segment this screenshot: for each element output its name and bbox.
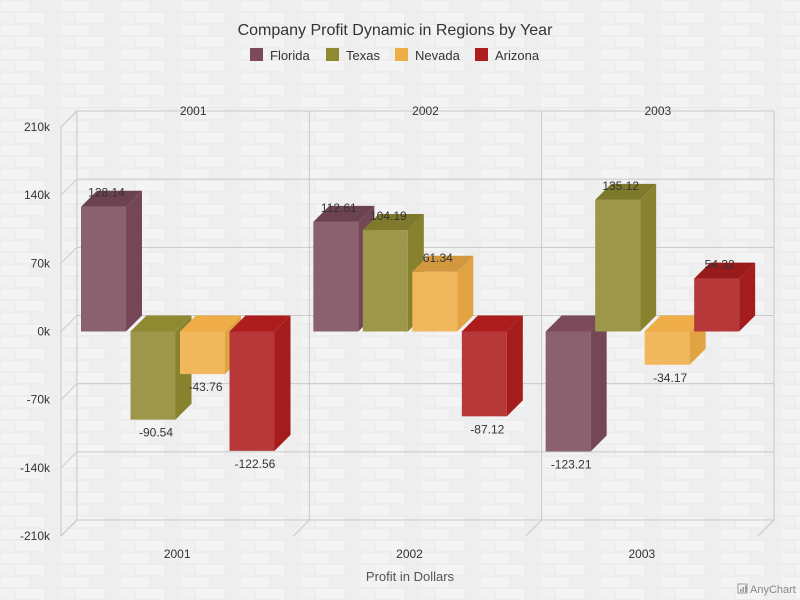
data-label: 104.19 [370,209,407,223]
x-tick-label: 2001 [164,547,191,561]
y-grid-side [60,178,78,196]
bar-front-face [545,331,591,452]
bar-front-face [362,230,408,332]
credit-text: AnyChart [750,584,796,596]
legend-item-texas[interactable]: Texas [326,48,380,63]
y-grid-side [60,519,78,537]
data-label: 135.12 [602,179,639,193]
bar-side-face [126,190,142,332]
bar-side-face [457,255,474,332]
bar-top-face [694,262,756,279]
bar-side-face [506,315,523,417]
data-label: -87.12 [470,422,504,436]
legend: Florida Texas Nevada Arizona [250,48,540,63]
y-grid-side [60,451,78,469]
data-label: -34.17 [653,371,687,385]
category-divider-floor [292,519,310,537]
legend-item-nevada[interactable]: Nevada [395,48,461,63]
data-labels: 128.14 -90.54 -43.76 -122.56 112.61 104.19 61.… [88,179,735,472]
legend-swatch [250,48,263,61]
category-divider-floor [525,519,543,537]
chart-title: Company Profit Dynamic in Regions by Yea… [238,22,553,39]
bar-top-face [313,205,375,222]
bar-front-face [595,199,641,332]
bar-front-face [644,331,690,365]
bar-side-face [640,183,657,332]
bar-front-face [694,278,740,332]
legend-item-arizona[interactable]: Arizona [475,48,540,63]
x-tick-label: 2003 [628,547,655,561]
y-tick-label: 0k [37,325,51,339]
bar-front-face [130,331,176,420]
data-label: -90.54 [139,426,173,440]
bar-top-face [644,315,706,332]
anychart-logo-icon [737,583,748,594]
bar-front-face [229,331,275,451]
bar-arizona-2001[interactable] [229,315,291,451]
bar-nevada-2002[interactable] [412,255,474,332]
legend-label: Nevada [415,48,461,63]
bar-front-face [81,206,126,332]
data-label: 128.14 [88,186,125,200]
credit[interactable]: AnyChart [737,583,796,596]
legend-item-florida[interactable]: Florida [250,48,311,63]
bar-arizona-2003[interactable] [694,262,756,332]
y-tick-label: -210k [20,529,51,543]
legend-swatch [395,48,408,61]
bar-arizona-2002[interactable] [461,315,523,417]
bar-florida-2001[interactable] [81,190,142,332]
legend-swatch [475,48,488,61]
data-label: 61.34 [423,251,453,265]
bar-front-face [412,271,458,332]
y-tick-label: 70k [31,256,51,270]
bar-top-face [412,255,474,272]
bar-side-face [590,315,607,452]
plot-area: 210k 140k 70k 0k -70k -140k -210k 2001 2001 2002 2… [20,104,775,561]
bar-texas-2001[interactable] [130,315,192,420]
floor-edge [757,519,775,537]
legend-label: Arizona [495,48,540,63]
legend-label: Florida [270,48,311,63]
bar-top-face [461,315,523,332]
data-label: -122.56 [235,457,276,471]
bar-top-face [180,315,241,332]
category-label-top: 2001 [180,104,207,118]
bar-side-face [274,315,291,451]
y-tick-label: -140k [20,461,51,475]
bar-front-face [180,331,225,375]
bar-top-face [595,183,657,200]
data-label: 54.32 [705,258,735,272]
data-label: 112.61 [321,201,357,215]
y-grid-side [60,110,78,128]
bar-top-face [545,315,607,332]
bar-texas-2003[interactable] [595,183,657,332]
legend-swatch [326,48,339,61]
category-label-top: 2002 [412,104,439,118]
x-tick-label: 2002 [396,547,423,561]
y-grid-side [60,383,78,401]
y-grid-side [60,315,78,332]
x-axis-title: Profit in Dollars [366,569,455,584]
data-label: -123.21 [551,457,592,471]
y-tick-label: -70k [27,393,51,407]
y-tick-label: 210k [24,120,51,134]
bar-front-face [313,221,359,332]
bar-florida-2003[interactable] [545,315,607,452]
bar-top-face [130,315,192,332]
legend-label: Texas [346,48,380,63]
data-label: -43.76 [188,380,222,394]
bar-top-face [81,190,142,207]
category-label-top: 2003 [644,104,671,118]
y-tick-label: 140k [24,188,51,202]
bar-top-face [229,315,291,332]
bar-top-face [362,214,424,231]
y-grid-side [60,246,78,264]
bar-side-face [739,262,756,332]
bar-front-face [461,331,507,417]
